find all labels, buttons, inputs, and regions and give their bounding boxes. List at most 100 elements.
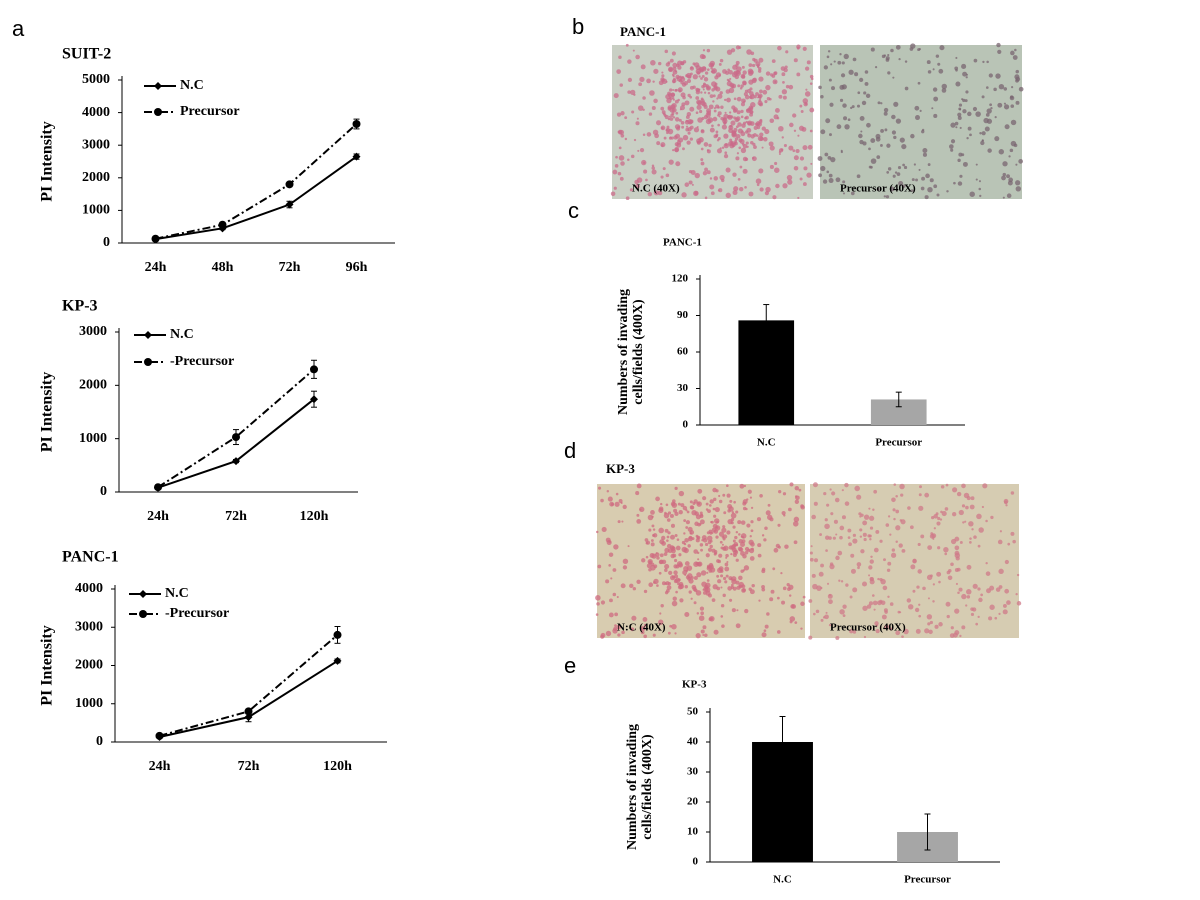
cell <box>725 553 729 558</box>
cell <box>868 507 871 510</box>
cell <box>625 196 630 201</box>
cell <box>714 518 720 524</box>
cell <box>708 143 712 148</box>
cell <box>810 545 813 548</box>
cell <box>678 553 682 557</box>
cell <box>622 558 629 565</box>
cell <box>869 165 873 169</box>
cell <box>813 501 818 506</box>
cell <box>852 538 858 544</box>
cell <box>648 582 654 588</box>
cell <box>902 163 905 167</box>
cell <box>715 535 719 539</box>
cell <box>830 156 836 163</box>
cell <box>722 525 726 529</box>
cell <box>872 508 875 511</box>
cell <box>839 609 845 615</box>
cell <box>774 167 780 173</box>
cell <box>608 612 614 618</box>
cell <box>719 91 723 95</box>
cell <box>650 542 655 547</box>
cell <box>634 179 639 185</box>
cell <box>880 102 883 105</box>
cell <box>674 534 678 538</box>
cell <box>664 563 670 570</box>
cell <box>937 516 941 521</box>
cell <box>863 537 867 542</box>
cell <box>687 544 691 548</box>
cell <box>765 84 771 91</box>
cell <box>1002 603 1007 608</box>
cell <box>772 79 778 85</box>
cell <box>833 60 836 63</box>
cell <box>708 62 713 68</box>
cell <box>755 178 762 184</box>
cell <box>959 126 962 130</box>
cell <box>706 579 710 582</box>
legend-label: N.C <box>170 327 194 342</box>
cell <box>702 171 708 176</box>
cell <box>880 600 886 606</box>
cell <box>829 488 832 491</box>
cell <box>769 517 774 522</box>
cell <box>781 72 786 77</box>
cell <box>598 486 602 490</box>
cell <box>989 604 995 610</box>
cell <box>947 575 953 581</box>
cell <box>732 539 736 543</box>
cell <box>750 506 754 509</box>
cell <box>734 74 740 80</box>
cell <box>735 125 739 129</box>
cell <box>704 71 709 75</box>
cell <box>820 165 826 172</box>
cell <box>695 68 702 75</box>
cell <box>981 131 986 136</box>
cell <box>927 597 930 600</box>
cell <box>955 126 958 129</box>
cell <box>696 562 702 567</box>
cell <box>982 483 988 489</box>
cell <box>702 634 705 637</box>
cell <box>1006 600 1011 605</box>
cell <box>629 188 634 192</box>
cell <box>827 593 833 599</box>
cell <box>671 51 676 56</box>
cell <box>824 152 829 157</box>
cell <box>736 134 741 139</box>
x-tick-label: 24h <box>145 260 167 275</box>
cell <box>843 53 849 60</box>
cell <box>612 169 618 175</box>
cell <box>965 90 969 94</box>
cell <box>983 117 989 124</box>
cell <box>740 102 746 107</box>
cell <box>670 501 676 507</box>
cell <box>796 46 800 50</box>
cell <box>946 190 949 193</box>
cell <box>750 102 756 108</box>
cell <box>904 60 908 63</box>
cell <box>712 116 718 122</box>
cell <box>988 73 993 78</box>
cell <box>743 92 748 97</box>
cell <box>742 554 747 559</box>
cell <box>889 627 893 631</box>
cell <box>824 523 830 530</box>
point <box>333 656 342 665</box>
cell <box>689 106 695 112</box>
cell <box>893 483 897 486</box>
cell <box>827 155 832 160</box>
cell <box>981 95 985 99</box>
cell <box>957 158 961 163</box>
cell <box>702 496 707 501</box>
cell <box>735 580 740 585</box>
cell <box>610 577 613 580</box>
cell <box>1004 500 1008 505</box>
cell <box>651 169 657 175</box>
cell <box>1003 87 1008 91</box>
cell <box>996 42 1001 48</box>
cell <box>986 588 992 594</box>
bar <box>738 320 795 425</box>
cell <box>673 508 678 513</box>
cell <box>852 587 858 593</box>
cell <box>924 195 929 200</box>
